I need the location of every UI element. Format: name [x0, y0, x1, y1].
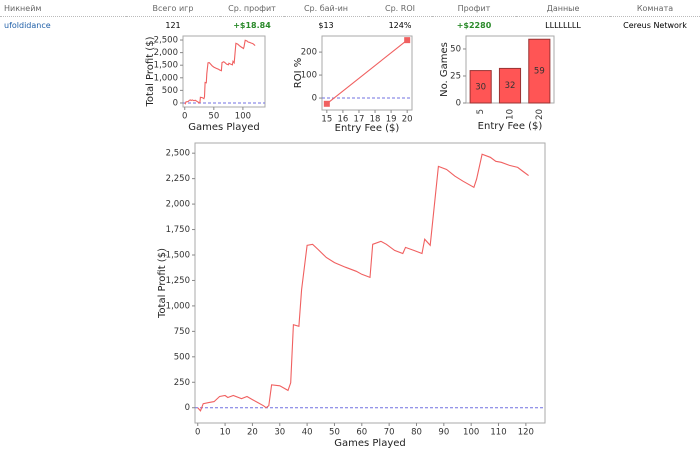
y-tick-label: 500	[174, 352, 190, 362]
y-tick-label: 750	[174, 327, 190, 337]
x-tick-label: 100	[235, 112, 251, 122]
x-tick-label: 17	[354, 115, 365, 125]
y-tick-label: 25	[450, 71, 461, 81]
x-tick-label: 5	[476, 109, 486, 114]
y-axis-label: ROI %	[293, 58, 304, 88]
marker	[404, 37, 411, 44]
header-row: Никнейм Всего игр Ср. профит Ср. бай-ин …	[0, 0, 700, 17]
x-axis-label: Entry Fee ($)	[335, 123, 400, 134]
y-tick-label: 500	[162, 86, 178, 96]
header-cell: Ср. бай-ин	[284, 0, 368, 17]
bar	[528, 38, 551, 104]
header-cell: Никнейм	[0, 0, 126, 17]
x-tick-label: 50	[208, 112, 219, 122]
x-tick-label: 120	[518, 428, 534, 438]
x-tick-label: 0	[195, 428, 200, 438]
header-cell: Профит	[432, 0, 516, 17]
y-tick-label: 2,500	[154, 36, 178, 46]
y-tick-label: 0	[185, 403, 190, 413]
x-tick-label: 70	[384, 428, 395, 438]
cell: LLLLLLLL	[545, 21, 581, 30]
header-cell: Данные	[516, 0, 610, 17]
x-tick-label: 50	[329, 428, 340, 438]
y-tick-label: 1,000	[154, 73, 178, 83]
x-tick-label: 18	[370, 115, 381, 125]
profit-line	[326, 39, 408, 105]
y-tick-label: 1,750	[166, 225, 190, 235]
y-tick-label: 2,000	[166, 200, 190, 210]
y-axis-label: Total Profit ($)	[157, 248, 168, 319]
y-tick-label: 2,000	[154, 48, 178, 58]
x-axis-label: Entry Fee ($)	[478, 121, 543, 132]
cell: $13	[318, 21, 334, 30]
x-tick-label: 30	[274, 428, 285, 438]
bar	[469, 70, 492, 104]
header-cell: Всего игр	[126, 0, 220, 17]
x-tick-label: 80	[411, 428, 422, 438]
x-axis-label: Games Played	[188, 122, 260, 133]
bar-value-label: 59	[534, 67, 545, 77]
bar	[498, 67, 522, 104]
data-row: ufoldidance 121 +$18.84 $13 124% +$2280 …	[0, 17, 700, 35]
bar-value-label: 30	[475, 82, 486, 92]
y-tick-label: 50	[450, 44, 461, 54]
x-tick-label: 20	[535, 109, 545, 120]
y-axis-label: No. Games	[439, 42, 450, 97]
plot-area	[182, 35, 266, 108]
bar-value-label: 32	[505, 81, 516, 91]
x-tick-label: 60	[356, 428, 367, 438]
header-cell: Ср. профит	[220, 0, 284, 17]
x-tick-label: 10	[220, 428, 231, 438]
cell: +$2280	[456, 21, 492, 30]
x-tick-label: 16	[337, 115, 348, 125]
y-tick-label: 0	[173, 98, 178, 108]
y-tick-label: 200	[301, 48, 317, 58]
x-tick-label: 90	[438, 428, 449, 438]
y-axis-label: Total Profit ($)	[145, 36, 156, 107]
y-tick-label: 2,500	[166, 149, 190, 159]
x-tick-label: 100	[463, 428, 479, 438]
cell: 121	[165, 21, 181, 30]
cell: Cereus Network	[623, 21, 687, 30]
y-tick-label: 1,250	[166, 276, 190, 286]
cell: +$18.84	[233, 21, 271, 30]
plot-area	[194, 142, 546, 424]
profit-line	[197, 153, 529, 412]
x-tick-label: 40	[302, 428, 313, 438]
nickname[interactable]: ufoldidance	[4, 21, 51, 30]
x-tick-label: 20	[402, 115, 413, 125]
x-tick-label: 110	[490, 428, 506, 438]
y-tick-label: 1,000	[166, 301, 190, 311]
y-tick-label: 1,500	[166, 251, 190, 261]
header-cell: Ср. ROI	[368, 0, 432, 17]
y-tick-label: 0	[312, 94, 317, 104]
cell: 124%	[388, 21, 412, 30]
x-tick-label: 20	[247, 428, 258, 438]
y-tick-label: 250	[174, 378, 190, 388]
stats-table: Никнейм Всего игр Ср. профит Ср. бай-ин …	[0, 0, 700, 34]
x-tick-label: 15	[321, 115, 332, 125]
x-axis-label: Games Played	[334, 438, 406, 449]
x-tick-label: 10	[506, 109, 516, 120]
y-tick-label: 1,500	[154, 61, 178, 71]
y-tick-label: 0	[456, 99, 461, 109]
x-tick-label: 19	[386, 115, 397, 125]
marker	[323, 100, 330, 107]
x-tick-label: 0	[182, 112, 187, 122]
header-cell: Комната	[610, 0, 700, 17]
profit-line	[184, 39, 256, 105]
y-tick-label: 100	[301, 71, 317, 81]
y-tick-label: 2,250	[166, 174, 190, 184]
